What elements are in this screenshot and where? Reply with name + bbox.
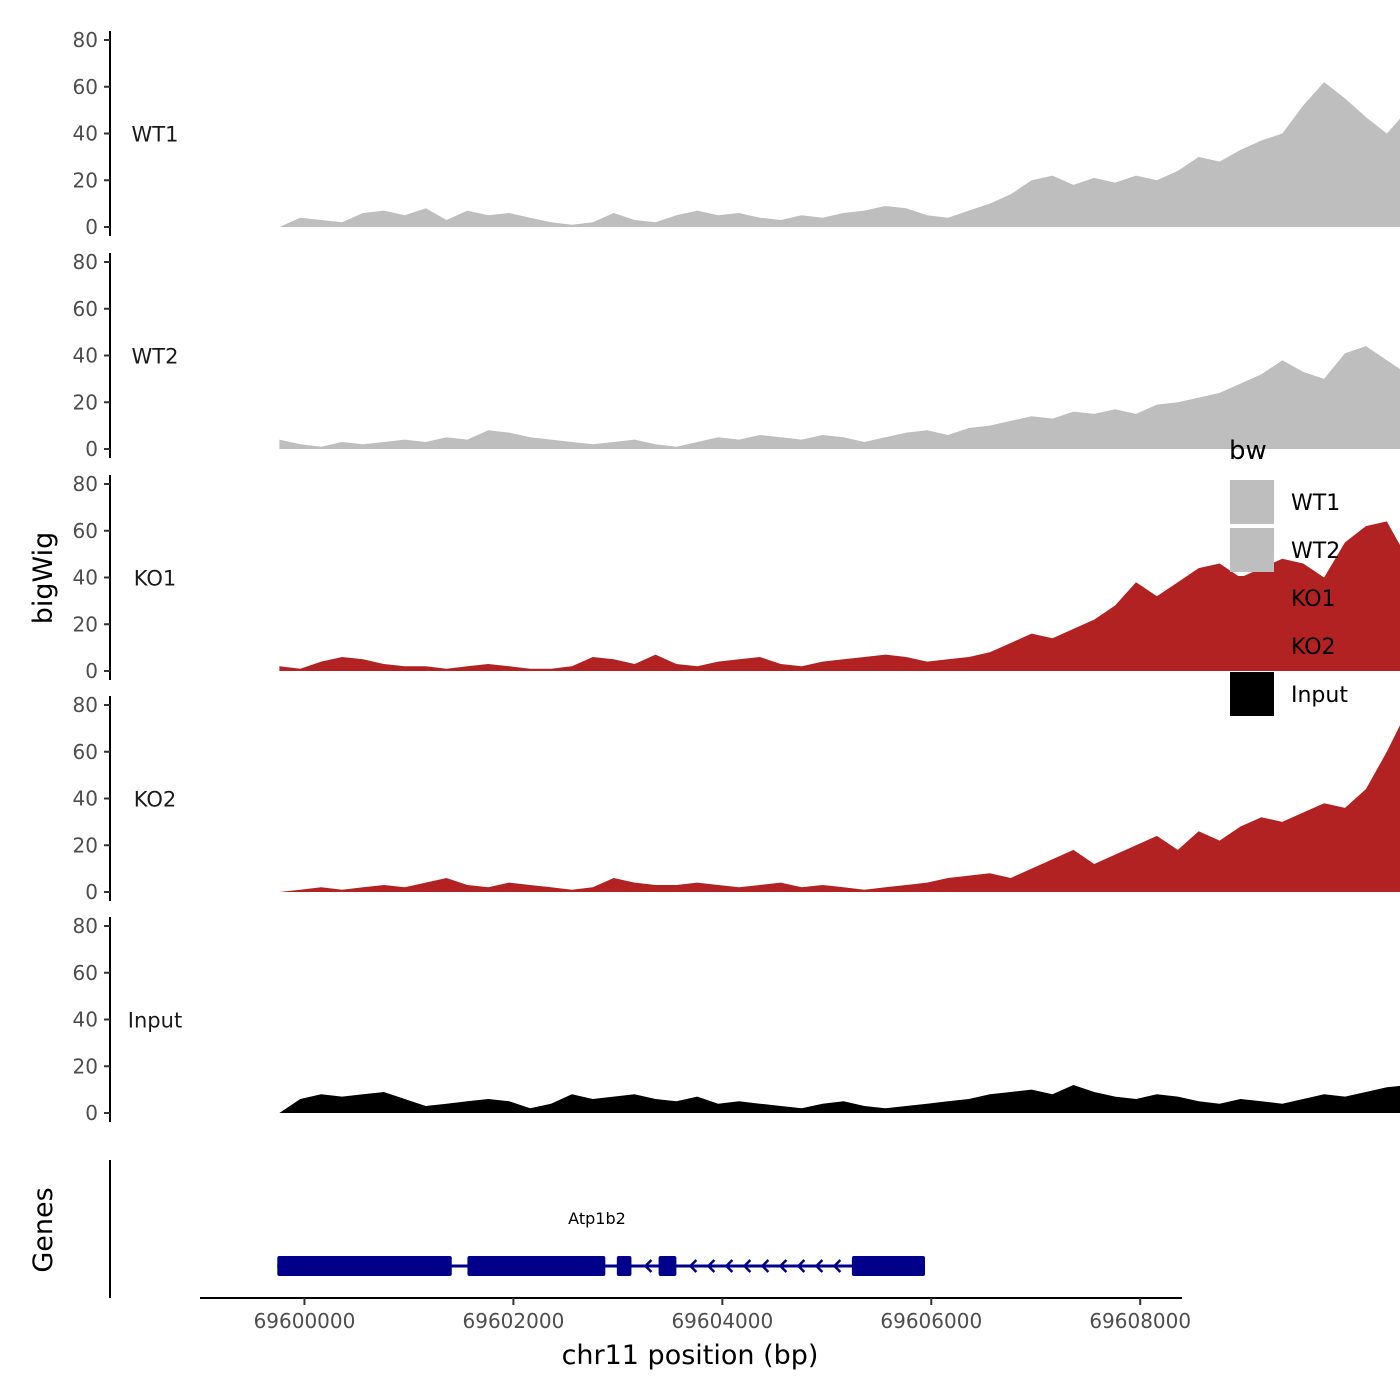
y-tick-label: 80 bbox=[73, 693, 98, 717]
y-tick-label: 20 bbox=[73, 833, 98, 857]
track-label-ko1: KO1 bbox=[134, 567, 177, 591]
y-tick-label: 80 bbox=[73, 914, 98, 938]
track-label-wt2: WT2 bbox=[132, 345, 179, 369]
strand-arrow bbox=[706, 1259, 716, 1273]
y-tick-label: 60 bbox=[73, 297, 98, 321]
x-tick-label: 69606000 bbox=[880, 1309, 982, 1333]
bigwig-panels: 0 20 40 60 80 WT1 0 20 40 60 80 WT2 0 20 40 60 80 KO1 0 20 4… bbox=[73, 28, 1400, 1125]
panel-wt1: 0 20 40 60 80 WT1 bbox=[73, 28, 1400, 239]
track-label-input: Input bbox=[128, 1009, 182, 1033]
y-tick-label: 80 bbox=[73, 250, 98, 274]
coverage-area-input bbox=[279, 1085, 1400, 1113]
y-tick-label: 80 bbox=[73, 28, 98, 52]
y-axis-title: bigWig bbox=[28, 532, 59, 625]
track-label-ko2: KO2 bbox=[134, 788, 177, 812]
strand-arrow bbox=[814, 1259, 824, 1273]
coverage-area-ko2 bbox=[279, 725, 1400, 892]
gene-exon bbox=[851, 1256, 926, 1276]
coverage-area-ko1 bbox=[279, 521, 1400, 671]
legend-swatch-ko2 bbox=[1230, 624, 1274, 668]
strand-arrow bbox=[688, 1259, 698, 1273]
y-tick-label: 20 bbox=[73, 1054, 98, 1078]
genes-track: Atp1b2 bbox=[109, 1160, 926, 1298]
legend-swatch-input bbox=[1230, 672, 1274, 716]
x-tick-label: 69608000 bbox=[1089, 1309, 1191, 1333]
y-tick-label: 0 bbox=[85, 1101, 98, 1125]
strand-arrow bbox=[643, 1259, 653, 1273]
y-tick-label: 20 bbox=[73, 168, 98, 192]
y-tick-label: 40 bbox=[73, 566, 98, 590]
legend: bw WT1 WT2 KO1 KO2 Input bbox=[1229, 436, 1348, 716]
gene-atp1b2: Atp1b2 bbox=[277, 1209, 926, 1276]
y-tick-label: 20 bbox=[73, 612, 98, 636]
strand-arrow bbox=[742, 1259, 752, 1273]
strand-arrow bbox=[778, 1259, 788, 1273]
x-axis-title: chr11 position (bp) bbox=[562, 1340, 819, 1371]
panel-ko1: 0 20 40 60 80 KO1 bbox=[73, 472, 1400, 683]
legend-swatch-wt1 bbox=[1230, 480, 1274, 524]
legend-label-ko2: KO2 bbox=[1291, 635, 1336, 660]
legend-title: bw bbox=[1229, 436, 1267, 466]
y-tick-label: 20 bbox=[73, 390, 98, 414]
y-tick-label: 40 bbox=[73, 787, 98, 811]
x-tick-label: 69604000 bbox=[671, 1309, 773, 1333]
strand-arrow bbox=[724, 1259, 734, 1273]
gene-exon bbox=[658, 1256, 677, 1276]
panel-ko2: 0 20 40 60 80 KO2 bbox=[73, 693, 1400, 904]
coverage-area-wt1 bbox=[279, 82, 1400, 227]
y-tick-label: 40 bbox=[73, 1008, 98, 1032]
coverage-area-wt2 bbox=[279, 346, 1400, 449]
y-tick-label: 0 bbox=[85, 437, 98, 461]
legend-label-input: Input bbox=[1291, 683, 1348, 708]
y-tick-label: 60 bbox=[73, 740, 98, 764]
gene-exon bbox=[467, 1256, 606, 1276]
gene-label: Atp1b2 bbox=[568, 1209, 626, 1228]
x-axis: 69600000 69602000 69604000 69606000 69608000 bbox=[200, 1297, 1191, 1333]
panel-wt2: 0 20 40 60 80 WT2 bbox=[73, 250, 1400, 461]
legend-label-ko1: KO1 bbox=[1291, 587, 1336, 612]
y-tick-label: 40 bbox=[73, 122, 98, 146]
y-tick-label: 80 bbox=[73, 472, 98, 496]
strand-arrow bbox=[832, 1259, 842, 1273]
strand-arrow bbox=[796, 1259, 806, 1273]
y-tick-label: 60 bbox=[73, 75, 98, 99]
y-tick-label: 60 bbox=[73, 519, 98, 543]
legend-swatch-ko1 bbox=[1230, 576, 1274, 620]
strand-arrow bbox=[760, 1259, 770, 1273]
track-label-wt1: WT1 bbox=[132, 123, 179, 147]
legend-swatch-wt2 bbox=[1230, 528, 1274, 572]
y-tick-label: 0 bbox=[85, 880, 98, 904]
x-tick-label: 69600000 bbox=[254, 1309, 356, 1333]
panel-input: 0 20 40 60 80 Input bbox=[73, 914, 1400, 1125]
gene-exon bbox=[616, 1256, 632, 1276]
y-tick-label: 60 bbox=[73, 961, 98, 985]
x-tick-label: 69602000 bbox=[463, 1309, 565, 1333]
legend-label-wt2: WT2 bbox=[1291, 539, 1340, 564]
gene-exon bbox=[277, 1256, 452, 1276]
y-tick-label: 0 bbox=[85, 659, 98, 683]
y-tick-label: 40 bbox=[73, 344, 98, 368]
genes-axis-title: Genes bbox=[28, 1187, 59, 1272]
legend-label-wt1: WT1 bbox=[1291, 491, 1340, 516]
y-tick-label: 0 bbox=[85, 215, 98, 239]
